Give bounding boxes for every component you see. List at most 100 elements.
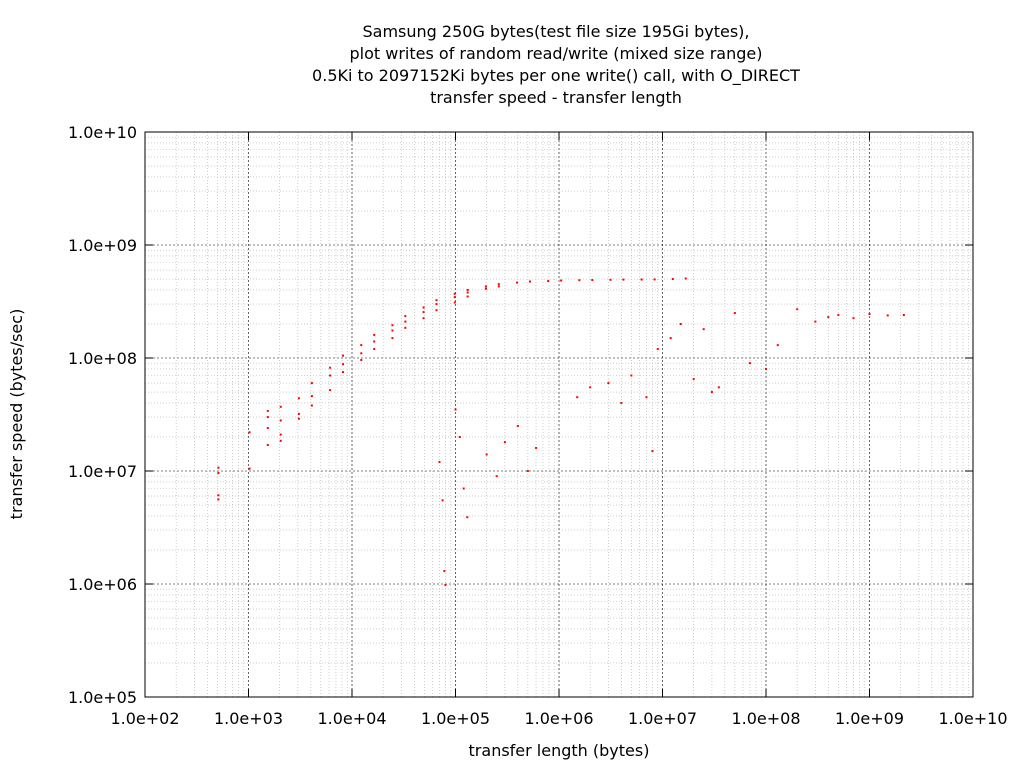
data-point — [404, 320, 407, 323]
data-point — [279, 419, 282, 422]
data-point — [279, 433, 282, 436]
data-point — [310, 404, 313, 407]
data-point — [484, 285, 487, 288]
data-point — [342, 354, 345, 357]
y-tick-label: 1.0e+09 — [68, 236, 137, 255]
data-point — [248, 467, 251, 470]
data-point — [342, 371, 345, 374]
data-point — [497, 283, 500, 286]
data-point — [622, 278, 625, 281]
data-point — [435, 303, 438, 306]
y-tick-label: 1.0e+10 — [68, 123, 137, 142]
data-point — [404, 315, 407, 318]
data-point — [444, 583, 447, 586]
data-point — [453, 301, 456, 304]
data-point — [516, 425, 519, 428]
data-point — [422, 317, 425, 320]
data-point — [360, 344, 363, 347]
x-tick-label: 1.0e+09 — [835, 709, 904, 728]
data-point — [217, 472, 220, 475]
title-line-1: Samsung 250G bytes(test file size 195Gi … — [363, 22, 750, 41]
chart-title: Samsung 250G bytes(test file size 195Gi … — [312, 22, 800, 107]
data-point — [391, 324, 394, 327]
data-point — [373, 348, 376, 351]
data-point — [814, 320, 817, 323]
data-point — [484, 287, 487, 290]
y-axis-label: transfer speed (bytes/sec) — [7, 309, 26, 520]
data-point — [497, 285, 500, 288]
data-point — [266, 427, 269, 430]
data-point — [535, 446, 538, 449]
y-tick-label: 1.0e+08 — [68, 349, 137, 368]
data-point — [576, 396, 579, 399]
data-point — [443, 570, 446, 573]
y-tick-label: 1.0e+05 — [68, 688, 137, 707]
x-tick-label: 1.0e+05 — [421, 709, 490, 728]
data-point — [547, 280, 550, 283]
title-line-4: transfer speed - transfer length — [430, 88, 682, 107]
data-point — [495, 475, 498, 478]
data-point — [560, 279, 563, 282]
data-point — [902, 314, 905, 317]
data-point — [679, 322, 682, 325]
data-point — [776, 344, 779, 347]
data-point — [868, 313, 871, 316]
data-point — [591, 279, 594, 282]
data-point — [886, 314, 889, 317]
data-point — [671, 278, 674, 281]
data-point — [435, 299, 438, 302]
data-point — [526, 470, 529, 472]
grid — [144, 132, 973, 698]
x-tick-label: 1.0e+02 — [110, 709, 179, 728]
x-tick-label: 1.0e+08 — [731, 709, 800, 728]
data-point — [578, 279, 581, 282]
data-point — [651, 450, 654, 453]
title-line-2: plot writes of random read/write (mixed … — [350, 44, 763, 63]
data-point — [466, 288, 469, 291]
data-point — [360, 352, 363, 355]
data-point — [462, 487, 465, 490]
data-point — [710, 391, 713, 394]
y-tick-label: 1.0e+07 — [68, 462, 137, 481]
data-point — [266, 409, 269, 412]
data-point — [297, 397, 300, 400]
data-point — [422, 311, 425, 314]
data-point — [640, 278, 643, 281]
data-point — [279, 405, 282, 408]
data-point — [217, 466, 220, 469]
x-axis-ticks: 1.0e+02 1.0e+03 1.0e+04 1.0e+05 1.0e+06 1.0e+… — [110, 132, 1008, 728]
data-point — [441, 499, 444, 502]
data-point — [837, 314, 840, 317]
x-tick-label: 1.0e+03 — [214, 709, 283, 728]
data-point — [266, 443, 269, 446]
data-point — [454, 408, 457, 411]
data-point — [329, 374, 332, 377]
data-point — [217, 494, 220, 497]
data-point — [692, 378, 695, 381]
data-point — [435, 309, 438, 312]
data-point — [404, 326, 407, 329]
title-line-3: 0.5Ki to 2097152Ki bytes per one write()… — [312, 66, 800, 86]
data-point — [827, 316, 830, 319]
data-point — [360, 359, 363, 362]
data-point — [733, 312, 736, 315]
data-point — [485, 453, 488, 456]
data-point — [453, 292, 456, 295]
data-point — [607, 382, 610, 385]
data-point — [466, 516, 469, 519]
data-point — [310, 395, 313, 398]
x-tick-label: 1.0e+06 — [524, 709, 593, 728]
data-point — [630, 374, 633, 377]
data-point — [516, 281, 519, 284]
data-point — [620, 401, 623, 404]
data-point — [310, 382, 313, 385]
data-point — [266, 416, 269, 419]
x-axis-label: transfer length (bytes) — [469, 741, 650, 760]
data-point — [373, 333, 376, 336]
x-tick-label: 1.0e+10 — [938, 709, 1007, 728]
data-point — [329, 366, 332, 369]
data-point — [466, 295, 469, 298]
data-point — [438, 461, 441, 464]
data-point — [391, 337, 394, 340]
